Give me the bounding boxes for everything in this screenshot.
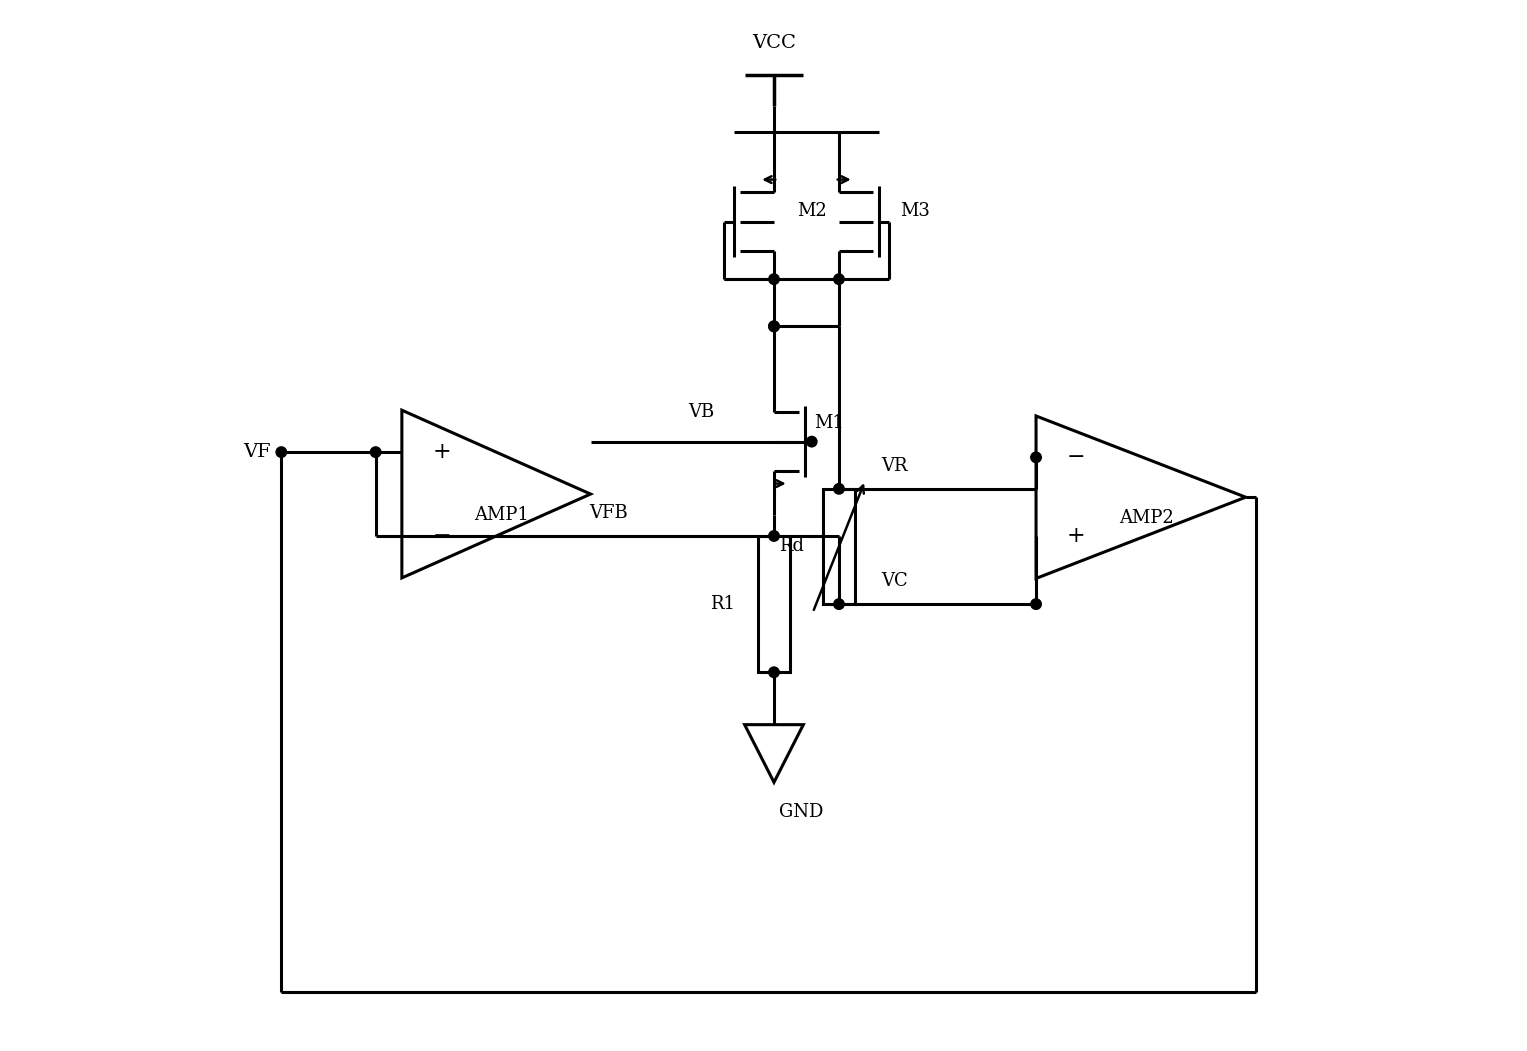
Bar bbox=[759, 536, 789, 673]
Circle shape bbox=[1031, 599, 1041, 610]
Text: +: + bbox=[1066, 526, 1086, 547]
Circle shape bbox=[768, 322, 779, 331]
Circle shape bbox=[1031, 452, 1041, 462]
Text: VCC: VCC bbox=[751, 35, 796, 53]
Text: VR: VR bbox=[881, 457, 907, 475]
Text: M3: M3 bbox=[899, 202, 930, 220]
Text: VB: VB bbox=[689, 404, 715, 421]
Circle shape bbox=[768, 322, 779, 331]
Circle shape bbox=[276, 447, 287, 457]
Circle shape bbox=[834, 599, 844, 610]
Circle shape bbox=[768, 531, 779, 541]
Circle shape bbox=[768, 274, 779, 285]
Circle shape bbox=[768, 667, 779, 678]
Text: VFB: VFB bbox=[589, 503, 628, 522]
Text: VF: VF bbox=[243, 444, 270, 461]
Circle shape bbox=[834, 274, 844, 285]
Text: R1: R1 bbox=[710, 595, 734, 613]
Text: +: + bbox=[432, 441, 450, 463]
Text: Rd: Rd bbox=[779, 537, 805, 556]
Circle shape bbox=[806, 436, 817, 447]
Text: GND: GND bbox=[779, 803, 823, 821]
Text: VC: VC bbox=[881, 572, 907, 590]
Text: AMP2: AMP2 bbox=[1119, 509, 1173, 528]
Text: −: − bbox=[1066, 447, 1086, 469]
Text: AMP1: AMP1 bbox=[473, 506, 528, 524]
Text: M2: M2 bbox=[797, 202, 826, 220]
Text: M1: M1 bbox=[814, 414, 844, 432]
Circle shape bbox=[834, 483, 844, 494]
Text: −: − bbox=[432, 526, 450, 547]
Circle shape bbox=[371, 447, 380, 457]
Bar bbox=[823, 489, 855, 604]
